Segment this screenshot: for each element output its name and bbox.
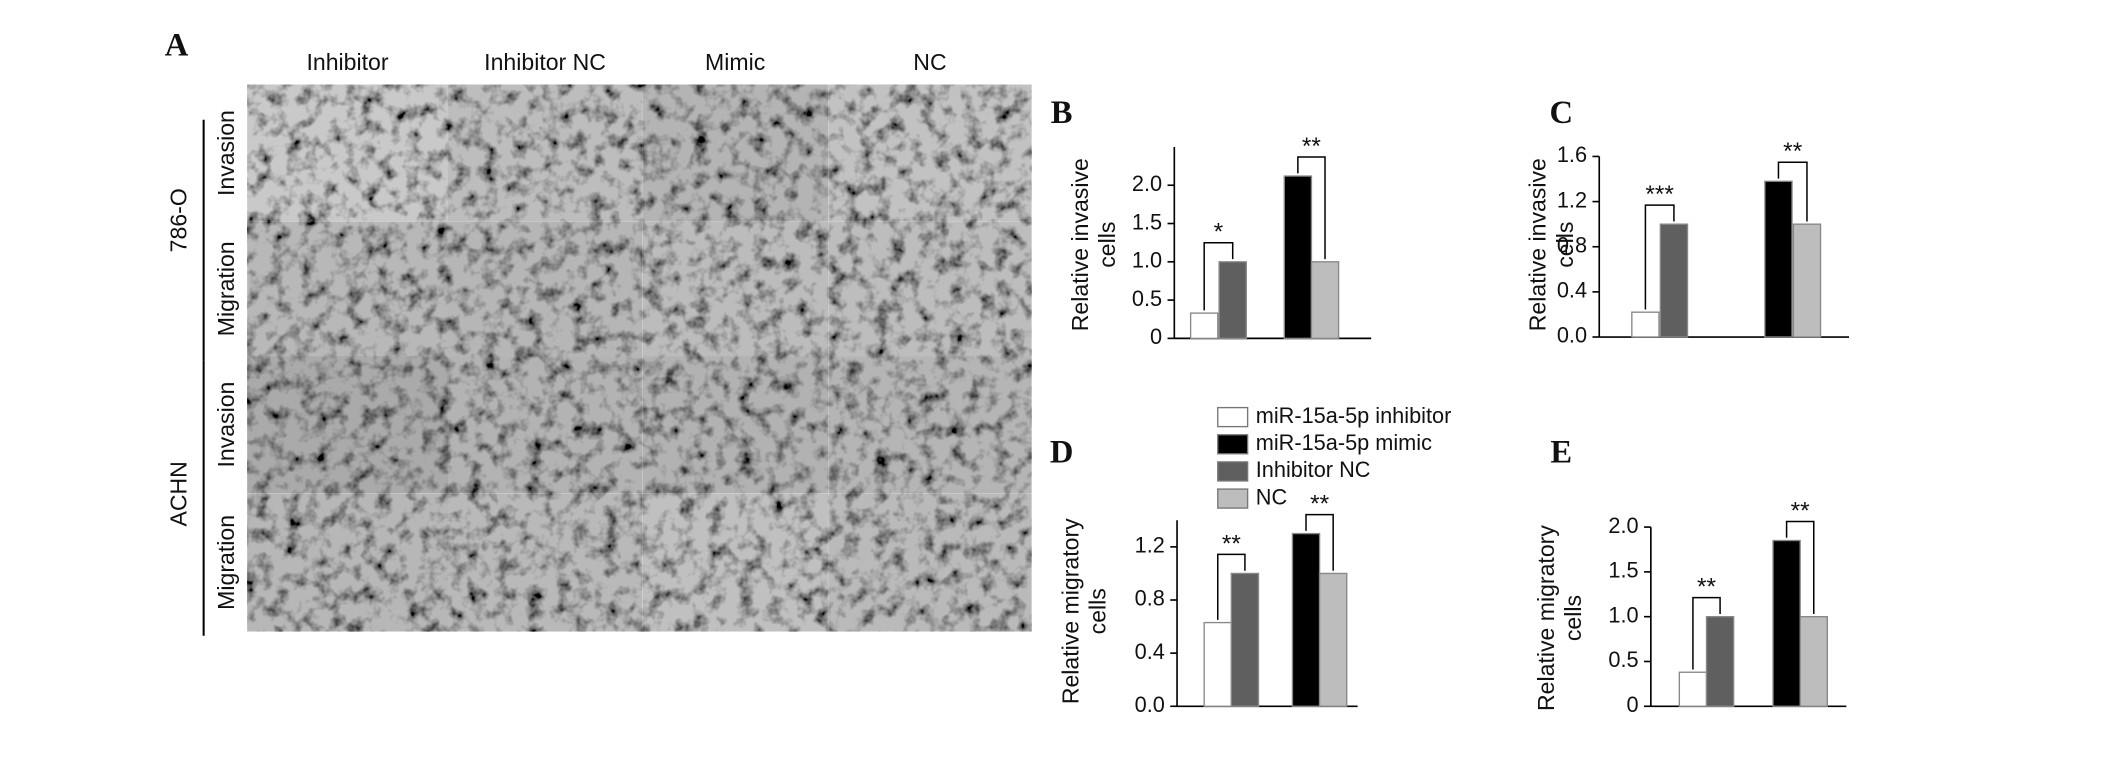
y-axis-label: Relative invasive <box>1067 158 1093 331</box>
legend-swatch <box>1217 488 1249 509</box>
bar <box>1318 572 1348 707</box>
y-axis-label: Relative migratory <box>1058 518 1084 704</box>
panel-letter: A <box>165 27 189 63</box>
legend-swatch <box>1217 434 1249 455</box>
micrograph <box>247 221 449 357</box>
panel-letter: E <box>1550 435 1572 471</box>
micrograph <box>247 84 449 222</box>
micrograph <box>828 221 1032 357</box>
significance-label: ** <box>1310 491 1330 518</box>
bar <box>1218 261 1247 340</box>
bar <box>1310 261 1340 340</box>
y-tick-label: 1.5 <box>1608 558 1638 583</box>
legend-swatch <box>1217 406 1249 428</box>
significance-bracket <box>1217 553 1246 620</box>
legend-label: miR-15a-5p inhibitor <box>1256 403 1452 428</box>
significance-label: ** <box>1783 138 1803 165</box>
bar <box>1799 616 1829 707</box>
row-label: Invasion <box>213 110 239 196</box>
cell-line-label: 786-O <box>166 188 192 252</box>
bar <box>1678 671 1708 707</box>
bar <box>1291 532 1321 707</box>
y-tick-label: 0.5 <box>1132 286 1162 311</box>
panel-letter: C <box>1549 95 1573 131</box>
y-tick-label: 0 <box>1627 692 1639 717</box>
bar <box>1283 175 1313 340</box>
micrograph <box>448 493 643 632</box>
y-axis-label: Relative invasive <box>1525 158 1551 331</box>
bar <box>1230 572 1260 707</box>
y-tick-label: 1.0 <box>1608 602 1638 627</box>
column-header: Inhibitor NC <box>484 49 606 75</box>
significance-label: ** <box>1222 530 1242 557</box>
y-tick-label: 0.5 <box>1608 647 1638 672</box>
micrograph <box>448 84 643 222</box>
y-axis-label: cells <box>1094 222 1120 268</box>
row-label: Invasion <box>213 382 239 468</box>
panel-letter: D <box>1050 435 1074 471</box>
legend-label: NC <box>1256 484 1287 509</box>
y-axis-label: cells <box>1552 222 1578 268</box>
y-tick-label: 0.0 <box>1557 323 1587 348</box>
y-tick-label: 0.4 <box>1135 639 1165 664</box>
y-tick-label: 0.4 <box>1557 278 1587 303</box>
micrograph <box>642 356 829 494</box>
bar <box>1189 312 1219 340</box>
micrograph <box>642 493 829 632</box>
micrograph <box>642 84 829 222</box>
micrograph <box>247 356 449 494</box>
row-label: Migration <box>213 241 239 336</box>
legend-label: Inhibitor NC <box>1256 457 1371 482</box>
y-tick-label: 1.6 <box>1557 142 1587 167</box>
y-axis-label: cells <box>1085 588 1111 634</box>
significance-bracket <box>1777 161 1808 222</box>
bar <box>1659 223 1689 338</box>
y-tick-label: 0.8 <box>1557 232 1587 257</box>
significance-bracket <box>1203 242 1234 311</box>
y-tick-label: 1.0 <box>1132 248 1162 273</box>
micrograph <box>448 356 643 494</box>
significance-label: ** <box>1791 497 1811 524</box>
y-tick-label: 0.0 <box>1135 692 1165 717</box>
row-label: Migration <box>213 515 239 610</box>
y-tick-label: 0.8 <box>1135 586 1165 611</box>
micrograph <box>642 221 829 357</box>
significance-bracket <box>1785 520 1815 614</box>
significance-label: ** <box>1302 133 1322 160</box>
y-axis-label: Relative migratory <box>1533 525 1559 711</box>
significance-label: *** <box>1645 181 1674 208</box>
column-header: Mimic <box>705 49 765 75</box>
column-header: NC <box>913 49 946 75</box>
bar <box>1705 616 1735 707</box>
significance-bracket <box>1644 204 1675 310</box>
panel-letter: B <box>1051 95 1073 131</box>
y-tick-label: 2.0 <box>1132 171 1162 196</box>
y-tick-label: 1.5 <box>1132 209 1162 234</box>
legend-label: miR-15a-5p mimic <box>1256 430 1432 455</box>
legend-swatch <box>1217 461 1249 482</box>
bar <box>1631 311 1660 338</box>
significance-bracket <box>1305 513 1334 571</box>
significance-label: * <box>1214 219 1224 246</box>
y-axis-label: cells <box>1560 595 1586 641</box>
bar <box>1772 539 1801 707</box>
bar <box>1764 180 1793 338</box>
cell-line-label: ACHN <box>166 461 192 526</box>
y-tick-label: 1.2 <box>1557 187 1587 212</box>
micrograph <box>247 493 449 632</box>
y-tick-label: 2.0 <box>1608 513 1638 538</box>
column-header: Inhibitor <box>307 49 389 75</box>
significance-bracket <box>1692 596 1721 670</box>
micrograph <box>828 356 1032 494</box>
micrograph <box>828 493 1032 632</box>
significance-label: ** <box>1697 574 1717 601</box>
micrograph <box>448 221 643 357</box>
bar <box>1792 223 1822 338</box>
micrograph <box>828 84 1032 222</box>
y-tick-label: 1.2 <box>1135 533 1165 558</box>
bar <box>1203 621 1233 707</box>
y-tick-label: 0 <box>1150 324 1162 349</box>
significance-bracket <box>1297 156 1326 260</box>
